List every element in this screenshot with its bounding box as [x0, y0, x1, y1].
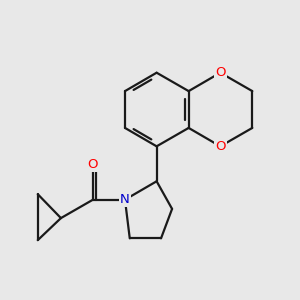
- Text: O: O: [215, 140, 226, 153]
- Text: O: O: [88, 158, 98, 171]
- Text: N: N: [120, 193, 130, 206]
- Text: O: O: [215, 66, 226, 79]
